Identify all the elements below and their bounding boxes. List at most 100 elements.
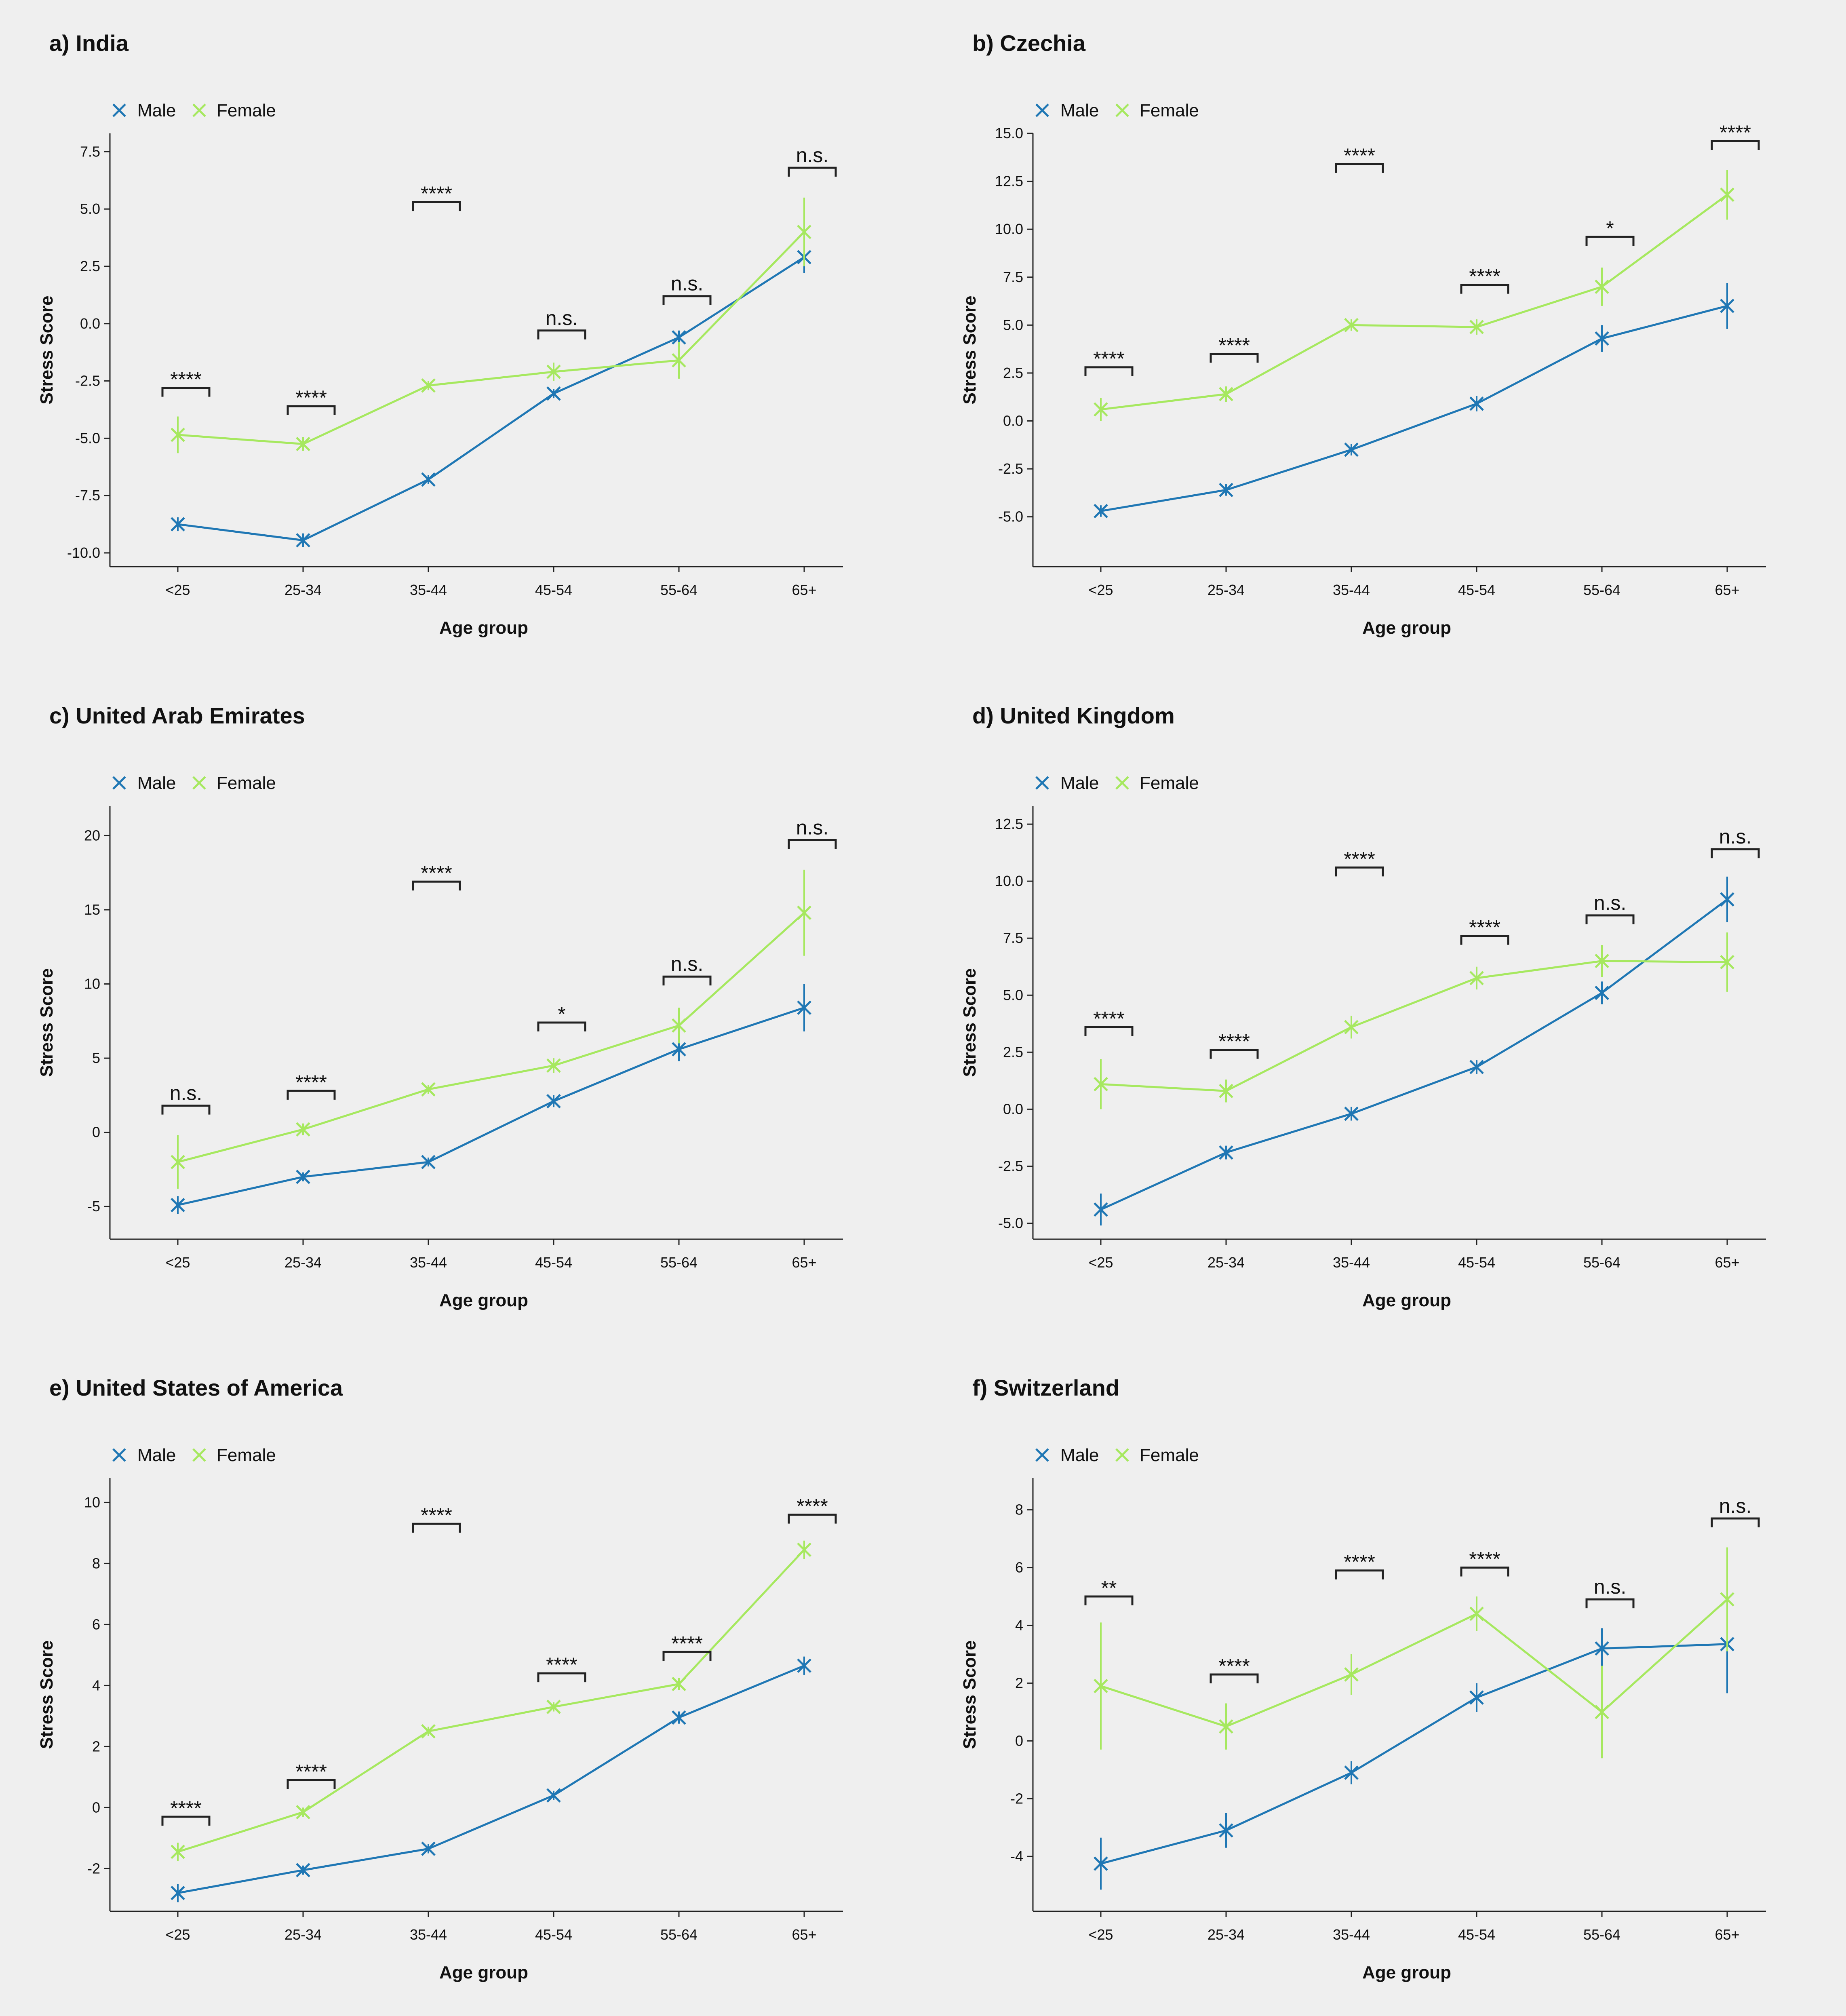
significance-bracket: n.s.: [788, 144, 837, 177]
data-point-female: [1094, 402, 1108, 417]
x-tick-label: 45-54: [535, 1926, 572, 1943]
legend-male-marker-b: [112, 103, 126, 117]
significance-bracket-line: [161, 1816, 211, 1826]
significance-bracket-line: [1460, 284, 1509, 294]
data-point-female: [1595, 1705, 1609, 1719]
data-point-female-stroke-b: [171, 1845, 185, 1859]
data-point-male: [546, 1788, 561, 1803]
significance-label: n.s.: [671, 272, 704, 295]
data-point-female: [1720, 955, 1734, 970]
y-tick-label: 2: [1015, 1674, 1023, 1691]
legend: Male Female: [112, 1445, 276, 1465]
significance-label: **: [1101, 1577, 1117, 1599]
data-point-male-stroke-b: [421, 472, 436, 487]
data-point-female-stroke-b: [797, 905, 811, 920]
series-line-female: [177, 231, 805, 445]
data-point-female: [421, 1082, 436, 1097]
y-tick-label: 2.5: [1003, 1044, 1023, 1060]
legend-female-label: Female: [217, 1445, 276, 1465]
significance-bracket-line: [412, 1523, 461, 1533]
chart-title: b) Czechia: [972, 30, 1086, 56]
data-point-female: [171, 428, 185, 442]
data-point-male-stroke-b: [1219, 483, 1233, 498]
legend-female-marker: [1115, 1448, 1129, 1462]
significance-bracket-line: [287, 405, 336, 415]
significance-label: n.s.: [1594, 1575, 1627, 1598]
y-tick-label: 0: [92, 1124, 100, 1141]
legend-female-marker: [192, 776, 206, 790]
y-tick-label: 20: [84, 827, 100, 844]
legend-male-marker: [1035, 103, 1049, 117]
y-tick-label: -2.5: [998, 460, 1023, 477]
significance-label: ****: [797, 1495, 828, 1518]
y-tick-label: 0: [1015, 1732, 1023, 1749]
y-axis-label: Stress Score: [37, 1640, 57, 1749]
y-tick-label: 4: [1015, 1617, 1023, 1633]
y-axis-label: Stress Score: [960, 968, 980, 1077]
series-male: [1094, 283, 1734, 519]
x-tick-label: <25: [1088, 1926, 1113, 1943]
significance-label: ****: [295, 386, 327, 409]
data-point-male-stroke-b: [1094, 504, 1108, 519]
chart-panel: c) United Arab Emirates Male Female -5 0 5 10 1…: [37, 703, 843, 1310]
data-point-male: [421, 472, 436, 487]
data-point-male-stroke-b: [421, 1155, 436, 1169]
data-point-female: [672, 353, 686, 368]
data-point-male-stroke-b: [1720, 892, 1734, 907]
significance-bracket-line: [287, 1090, 336, 1100]
data-point-female: [672, 1018, 686, 1033]
legend: Male Female: [112, 101, 276, 120]
significance-bracket: ****: [412, 1504, 461, 1533]
significance-bracket: n.s.: [1711, 825, 1760, 858]
legend-female-label: Female: [1140, 1445, 1199, 1465]
significance-bracket-line: [662, 1651, 712, 1661]
y-tick-label: -2.5: [75, 373, 100, 389]
significance-label: n.s.: [1719, 1495, 1752, 1517]
legend-male-marker: [112, 1448, 126, 1462]
data-point-male: [672, 330, 686, 345]
data-point-female-stroke-b: [1094, 1077, 1108, 1092]
series-male: [171, 984, 811, 1214]
data-point-male: [1469, 1690, 1484, 1705]
legend-male-label: Male: [137, 101, 176, 120]
data-point-female-stroke-b: [171, 1155, 185, 1169]
data-point-male: [296, 1863, 310, 1877]
x-tick-label: 65+: [792, 1254, 816, 1271]
legend-male-marker-b: [112, 1448, 126, 1462]
data-point-female-stroke-b: [1344, 318, 1359, 333]
y-tick-label: 7.5: [1003, 930, 1023, 946]
data-point-female-stroke-b: [1469, 320, 1484, 334]
x-tick-label: 55-64: [1583, 582, 1621, 598]
significance-bracket-line: [161, 387, 211, 397]
x-tick-label: 25-34: [284, 1254, 322, 1271]
data-point-male-stroke-b: [1469, 1690, 1484, 1705]
y-tick-label: 0: [92, 1799, 100, 1816]
significance-label: n.s.: [1594, 892, 1627, 914]
y-tick-label: 10.0: [995, 873, 1023, 889]
data-point-male-stroke-b: [1344, 442, 1359, 457]
data-point-male: [421, 1841, 436, 1856]
x-tick-label: 45-54: [1458, 582, 1495, 598]
significance-label: ****: [421, 1504, 452, 1527]
series-female: [171, 197, 811, 453]
data-point-female-stroke-b: [296, 1122, 310, 1137]
data-point-female-stroke-b: [1469, 1607, 1484, 1621]
significance-label: *: [1606, 217, 1614, 240]
data-point-male: [546, 386, 561, 401]
data-point-male-stroke-b: [296, 533, 310, 548]
data-point-female: [1344, 318, 1359, 333]
significance-label: ****: [1218, 1030, 1250, 1053]
series-line-female: [177, 1549, 805, 1853]
y-tick-label: 15: [84, 901, 100, 918]
x-tick-label: 35-44: [1333, 1926, 1370, 1943]
data-point-female-stroke-b: [1094, 402, 1108, 417]
series-line-female: [177, 912, 805, 1163]
legend-male-label: Male: [1060, 773, 1099, 793]
significance-label: ****: [671, 1632, 703, 1655]
significance-bracket-line: [287, 1779, 336, 1789]
significance-label: n.s.: [671, 953, 704, 975]
y-tick-label: 5.0: [80, 200, 100, 217]
chart-panel: a) India Male Female -10.0 -7.5 -5.0 -2.5 0.0 2.…: [37, 30, 843, 638]
significance-bracket-line: [662, 295, 712, 305]
significance-bracket: ****: [412, 182, 461, 211]
